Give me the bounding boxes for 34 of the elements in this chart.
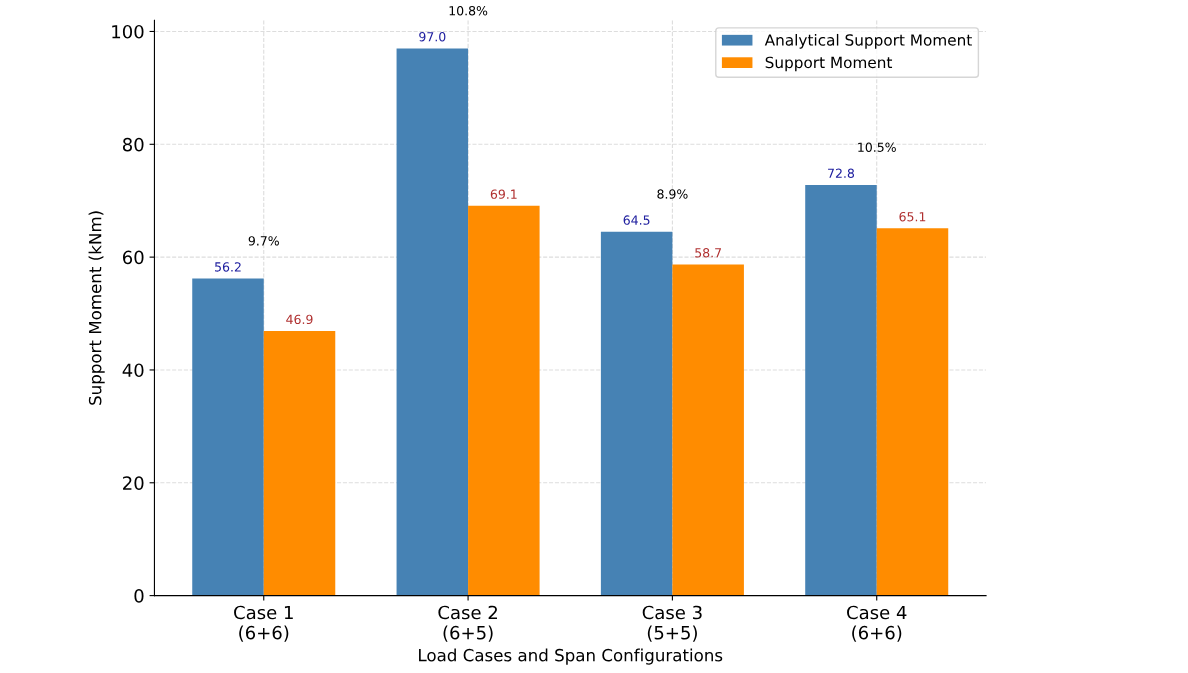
x-tick-label: Case 4 (6+6)	[847, 605, 907, 642]
data-label: 65.1	[899, 211, 926, 222]
y-axis-title: Support Moment (kNm)	[88, 211, 105, 405]
bar	[192, 278, 264, 596]
y-tick-label: 100	[112, 24, 144, 39]
bar	[805, 184, 877, 596]
data-label: 58.7	[695, 248, 722, 258]
text: 10.8%	[449, 5, 488, 16]
data-label: 56.2	[215, 262, 241, 272]
data-label: 72.8	[828, 168, 855, 178]
bar	[468, 205, 540, 596]
legend-label: Support Moment	[765, 56, 893, 72]
annotation: 8.9%	[657, 189, 688, 199]
bar	[876, 228, 949, 596]
bar	[263, 331, 336, 596]
y-tick-label: 60	[123, 250, 144, 265]
x-tick-label: Case 1 (6+6)	[234, 605, 293, 642]
data-label: 69.1	[490, 189, 517, 199]
x-axis-title: Load Cases and Span Configurations	[419, 648, 723, 665]
data-label: 64.5	[623, 215, 650, 225]
bar	[600, 231, 673, 596]
bar	[396, 48, 469, 596]
annotation: 10.5%	[858, 142, 896, 152]
bar	[672, 264, 744, 596]
x-tick-label: Case 3 (5+5)	[642, 605, 702, 642]
legend-label: Analytical Support Moment	[764, 33, 972, 49]
x-tick-label: Case 2 (6+5)	[438, 605, 497, 642]
y-tick-label: 80	[122, 137, 144, 152]
y-tick-label: 0	[134, 589, 144, 603]
y-tick-label: 20	[123, 476, 144, 490]
annotation: 9.7%	[248, 236, 279, 246]
y-tick-label: 40	[122, 363, 144, 378]
data-label: 97.0	[419, 32, 446, 42]
data-label: 46.9	[286, 314, 313, 325]
